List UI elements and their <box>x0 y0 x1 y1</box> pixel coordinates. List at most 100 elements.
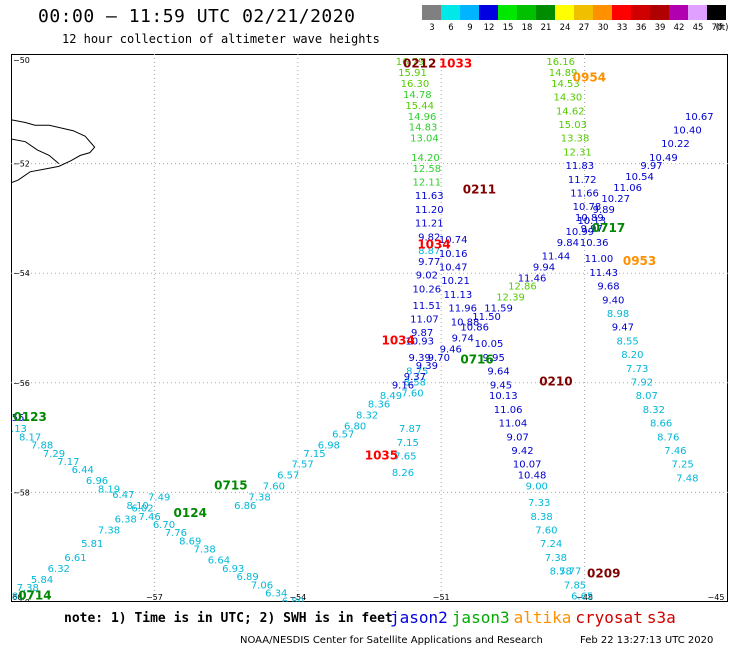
swh-observation: 8.07 <box>636 391 658 402</box>
legend-swatch <box>593 5 612 20</box>
pass-time-label: 0716 <box>460 353 493 367</box>
swh-observation: 6.80 <box>282 597 304 602</box>
satellite-name: jason2 <box>390 608 448 627</box>
swh-observation: 10.93 <box>405 336 434 347</box>
swh-observation: 9.77 <box>418 257 440 268</box>
swh-observation: 6.98 <box>318 441 340 452</box>
swh-observation: 11.51 <box>413 301 442 312</box>
swh-observation: 14.89 <box>549 68 578 79</box>
swh-observation: 10.47 <box>439 262 468 273</box>
swh-observation: 11.50 <box>472 312 501 323</box>
legend-label: 39 <box>654 23 666 33</box>
pass-time-label: 0715 <box>214 479 247 493</box>
swh-observation: 6.93 <box>222 564 244 575</box>
lon-tick-label: −57 <box>146 593 163 602</box>
swh-observation: 7.92 <box>631 378 653 389</box>
legend-swatch <box>650 5 669 20</box>
swh-observation: 7.17 <box>57 457 79 468</box>
legend-label: 12 <box>483 23 495 33</box>
swh-observation: 7.38 <box>17 583 39 594</box>
pass-time-label: 0954 <box>573 70 606 84</box>
swh-observation: 7.60 <box>401 389 423 400</box>
swh-observation: 7.60 <box>535 526 557 537</box>
legend-label: 42 <box>673 23 685 33</box>
swh-observation: 7.29 <box>43 449 65 460</box>
legend-swatch <box>441 5 460 20</box>
lon-tick-label: −60 <box>11 593 22 602</box>
swh-observation: 11.21 <box>415 219 444 230</box>
swh-observation: 6.38 <box>115 515 137 526</box>
swh-observation: 10.36 <box>580 238 609 249</box>
swh-observation: 8.76 <box>657 432 679 443</box>
swh-observation: 7.73 <box>626 364 648 375</box>
swh-observation: 15.03 <box>558 120 587 131</box>
swh-observation: 7.77 <box>559 567 581 578</box>
lon-tick-label: −51 <box>433 593 450 602</box>
swh-observation: 9.97 <box>640 161 662 172</box>
swh-observation: 7.38 <box>193 545 215 556</box>
swh-observation: 7.15 <box>397 438 419 449</box>
swh-observation: 8.32 <box>643 405 665 416</box>
legend-label: 27 <box>578 23 590 33</box>
swh-observation: 14.53 <box>551 79 580 90</box>
swh-observation: 9.94 <box>533 262 555 273</box>
swh-observation: 10.16 <box>439 249 468 260</box>
coastline <box>11 138 60 164</box>
swh-observation: 14.62 <box>556 106 585 117</box>
legend-swatch <box>612 5 631 20</box>
map-frame <box>11 54 728 602</box>
legend-label: 70 <box>711 23 723 33</box>
swh-observation: 14.30 <box>554 93 583 104</box>
swh-observation: 6.80 <box>344 421 366 432</box>
swh-observation: 15.91 <box>398 68 427 79</box>
swh-observation: 6.44 <box>72 465 94 476</box>
legend-unit: (ft) <box>715 23 729 33</box>
swh-observation: 10.99 <box>565 227 594 238</box>
swh-observation: 15.44 <box>405 101 434 112</box>
swh-observation: 10.49 <box>649 153 678 164</box>
swh-observation: 10.78 <box>573 202 602 213</box>
swh-observation: 10.13 <box>489 391 518 402</box>
swh-observation: 10.13 <box>577 216 606 227</box>
swh-observation: 7.46 <box>138 512 160 523</box>
swh-observation: 11.46 <box>518 273 547 284</box>
pass-time-label: 0212 <box>403 57 436 71</box>
swh-observation: 8.58 <box>404 378 426 389</box>
swh-observation: 7.38 <box>248 493 270 504</box>
swh-observation: 12.39 <box>496 293 525 304</box>
lon-tick-label: −45 <box>708 593 725 602</box>
swh-observation: 5.81 <box>81 539 103 550</box>
swh-observation: 7.65 <box>394 452 416 463</box>
swh-observation: 9.55 <box>11 413 25 424</box>
legend-swatch <box>707 5 726 20</box>
lat-tick-label: −52 <box>13 160 30 169</box>
swh-observation: 9.02 <box>416 271 438 282</box>
swh-observation: 8.36 <box>368 399 390 410</box>
swh-observation: 8.49 <box>380 391 402 402</box>
swh-observation: 14.83 <box>409 123 438 134</box>
swh-observation: 14.20 <box>411 153 440 164</box>
swh-observation: 9.84 <box>557 238 579 249</box>
swh-observation: 11.44 <box>542 252 571 263</box>
swh-observation: 8.13 <box>11 424 27 435</box>
legend-label: 30 <box>597 23 609 33</box>
generation-timestamp: Feb 22 13:27:13 UTC 2020 <box>580 635 714 646</box>
swh-observation: 8.98 <box>607 309 629 320</box>
lat-tick-label: −58 <box>13 488 30 497</box>
swh-observation: 11.07 <box>410 315 439 326</box>
legend-swatch <box>536 5 555 20</box>
swh-observation: 7.06 <box>251 580 273 591</box>
swh-observation: 11.83 <box>565 161 594 172</box>
swh-observation: 6.34 <box>265 589 287 600</box>
swh-observation: 10.22 <box>661 139 690 150</box>
swh-observation: 8.69 <box>179 536 201 547</box>
swh-observation: 9.82 <box>418 232 440 243</box>
swh-observation: 8.17 <box>19 432 41 443</box>
swh-observation: 7.87 <box>399 424 421 435</box>
swh-observation: 7.15 <box>303 449 325 460</box>
legend-label: 18 <box>521 23 533 33</box>
swh-observation: 10.26 <box>413 284 442 295</box>
pass-time-label: 0211 <box>463 183 496 197</box>
swh-observation: 7.33 <box>528 498 550 509</box>
swh-observation: 8.75 <box>406 367 428 378</box>
